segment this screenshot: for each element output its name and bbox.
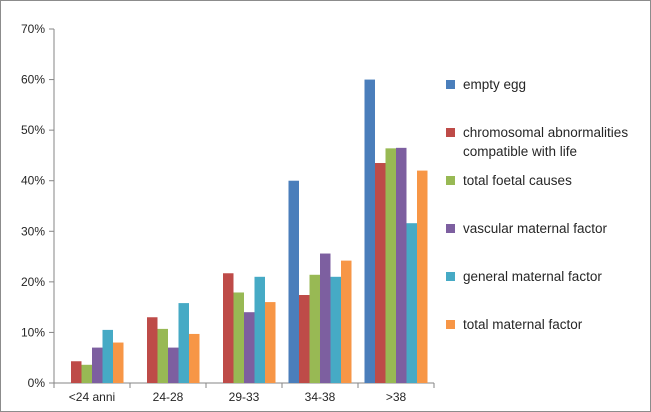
bar bbox=[417, 170, 428, 383]
y-axis: 0% 10% 20% 30% 40% 50% 60% 70% bbox=[21, 22, 55, 390]
bar bbox=[309, 274, 320, 383]
bar bbox=[113, 342, 124, 383]
bar bbox=[288, 180, 299, 383]
legend-item-vascular-maternal-factor: vascular maternal factor bbox=[446, 215, 651, 263]
bar bbox=[396, 147, 407, 383]
legend: empty egg chromosomal abnormalities comp… bbox=[446, 71, 651, 359]
y-tick-label: 30% bbox=[21, 224, 45, 238]
y-tick-label: 50% bbox=[21, 123, 45, 137]
bar bbox=[92, 347, 103, 383]
legend-item-total-foetal-causes: total foetal causes bbox=[446, 167, 651, 215]
bar bbox=[233, 292, 244, 383]
legend-swatch bbox=[446, 272, 455, 281]
bar bbox=[244, 312, 255, 383]
legend-label: total maternal factor bbox=[463, 317, 583, 332]
bar bbox=[406, 223, 417, 383]
legend-item-total-maternal-factor: total maternal factor bbox=[446, 311, 651, 359]
legend-label: empty egg bbox=[463, 77, 527, 92]
bar bbox=[341, 260, 352, 383]
bar bbox=[265, 302, 276, 383]
legend-label: vascular maternal factor bbox=[463, 221, 608, 236]
x-tick-label: 34-38 bbox=[305, 390, 336, 404]
bar bbox=[157, 328, 168, 383]
y-tick-label: 20% bbox=[21, 275, 45, 289]
bar bbox=[147, 317, 158, 383]
legend-swatch bbox=[446, 176, 455, 185]
bar bbox=[102, 329, 113, 383]
legend-label: general maternal factor bbox=[463, 269, 602, 284]
bar bbox=[178, 303, 189, 383]
bar bbox=[189, 333, 200, 383]
legend-label: chromosomal abnormalities compatible wit… bbox=[463, 125, 629, 159]
y-tick-label: 40% bbox=[21, 174, 45, 188]
legend-swatch bbox=[446, 128, 455, 137]
x-axis: <24 anni 24-28 29-33 34-38 >38 bbox=[53, 382, 435, 404]
legend-swatch bbox=[446, 80, 455, 89]
y-tick-label: 70% bbox=[21, 22, 45, 36]
bar bbox=[299, 295, 310, 383]
bar bbox=[364, 79, 375, 384]
bar bbox=[375, 163, 386, 383]
bar bbox=[254, 276, 265, 383]
x-tick-label: 29-33 bbox=[229, 390, 260, 404]
bar bbox=[81, 364, 92, 383]
legend-swatch bbox=[446, 224, 455, 233]
legend-item-general-maternal-factor: general maternal factor bbox=[446, 263, 651, 311]
y-tick-label: 0% bbox=[28, 376, 46, 390]
bars bbox=[71, 79, 428, 384]
bar bbox=[385, 148, 396, 383]
legend-label: total foetal causes bbox=[463, 173, 572, 188]
x-tick-label: >38 bbox=[386, 390, 407, 404]
bar bbox=[320, 253, 331, 383]
y-tick-label: 10% bbox=[21, 325, 45, 339]
x-tick-label: <24 anni bbox=[69, 390, 115, 404]
bar bbox=[330, 276, 341, 383]
legend-item-empty-egg: empty egg bbox=[446, 71, 651, 119]
y-tick-label: 60% bbox=[21, 73, 45, 87]
bar bbox=[223, 273, 234, 383]
legend-swatch bbox=[446, 320, 455, 329]
bar bbox=[168, 347, 179, 383]
bar bbox=[71, 361, 82, 383]
legend-item-chromosomal-abnormalities: chromosomal abnormalities compatible wit… bbox=[446, 119, 651, 167]
x-tick-label: 24-28 bbox=[153, 390, 184, 404]
